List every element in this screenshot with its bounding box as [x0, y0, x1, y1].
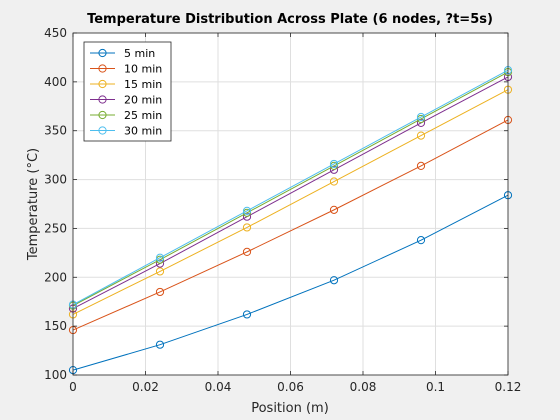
- legend-label: 20 min: [124, 94, 162, 107]
- x-tick-label: 0.08: [350, 380, 377, 394]
- y-tick-label: 100: [44, 368, 67, 382]
- y-tick-label: 350: [44, 124, 67, 138]
- legend: 5 min 10 min 15 min 20 min 25 min 30 min: [84, 42, 171, 141]
- x-tick-label: 0.06: [277, 380, 304, 394]
- y-tick-label: 450: [44, 26, 67, 40]
- y-tick-label: 150: [44, 319, 67, 333]
- y-axis-label: Temperature (°C): [26, 148, 41, 261]
- x-tick-label: 0: [69, 380, 77, 394]
- legend-label: 25 min: [124, 109, 162, 122]
- x-tick-label: 0.04: [205, 380, 232, 394]
- x-tick-label: 0.1: [426, 380, 445, 394]
- x-axis-label: Position (m): [251, 401, 329, 416]
- chart-title: Temperature Distribution Across Plate (6…: [87, 12, 493, 27]
- x-tick-label: 0.12: [495, 380, 522, 394]
- legend-label: 10 min: [124, 63, 162, 76]
- legend-label: 5 min: [124, 47, 155, 60]
- y-tick-label: 400: [44, 75, 67, 89]
- x-tick-label: 0.02: [132, 380, 159, 394]
- y-tick-label: 300: [44, 173, 67, 187]
- legend-label: 15 min: [124, 78, 162, 91]
- legend-label: 30 min: [124, 125, 162, 138]
- y-tick-label: 200: [44, 270, 67, 284]
- y-tick-label: 250: [44, 221, 67, 235]
